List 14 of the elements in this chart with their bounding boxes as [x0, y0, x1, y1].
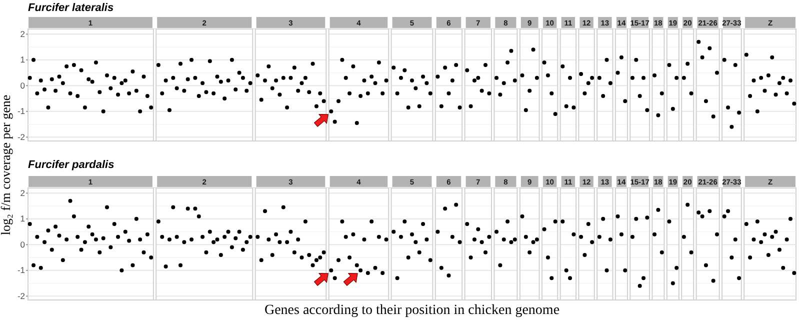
chart-title: Furcifer pardalis [28, 159, 114, 171]
y-tick-label: 1 [20, 214, 26, 224]
y-tick-label: 2 [20, 188, 26, 198]
y-tick-label: -2 [17, 132, 26, 142]
y-tick-label: 0 [20, 80, 26, 90]
y-tick-label: 1 [20, 54, 26, 65]
y-tick-label: 0 [20, 239, 26, 250]
y-axis-title: log₂ f/m coverage per gene [0, 94, 13, 236]
y-tick-label: -2 [17, 290, 26, 301]
y-tick-label: 2 [20, 28, 26, 39]
y-tick-label: -1 [17, 106, 26, 116]
chart-title: Furcifer lateralis [28, 2, 114, 14]
x-axis-title: Genes according to their position in chicken genome [264, 303, 560, 318]
y-tick-label: -1 [17, 265, 26, 276]
